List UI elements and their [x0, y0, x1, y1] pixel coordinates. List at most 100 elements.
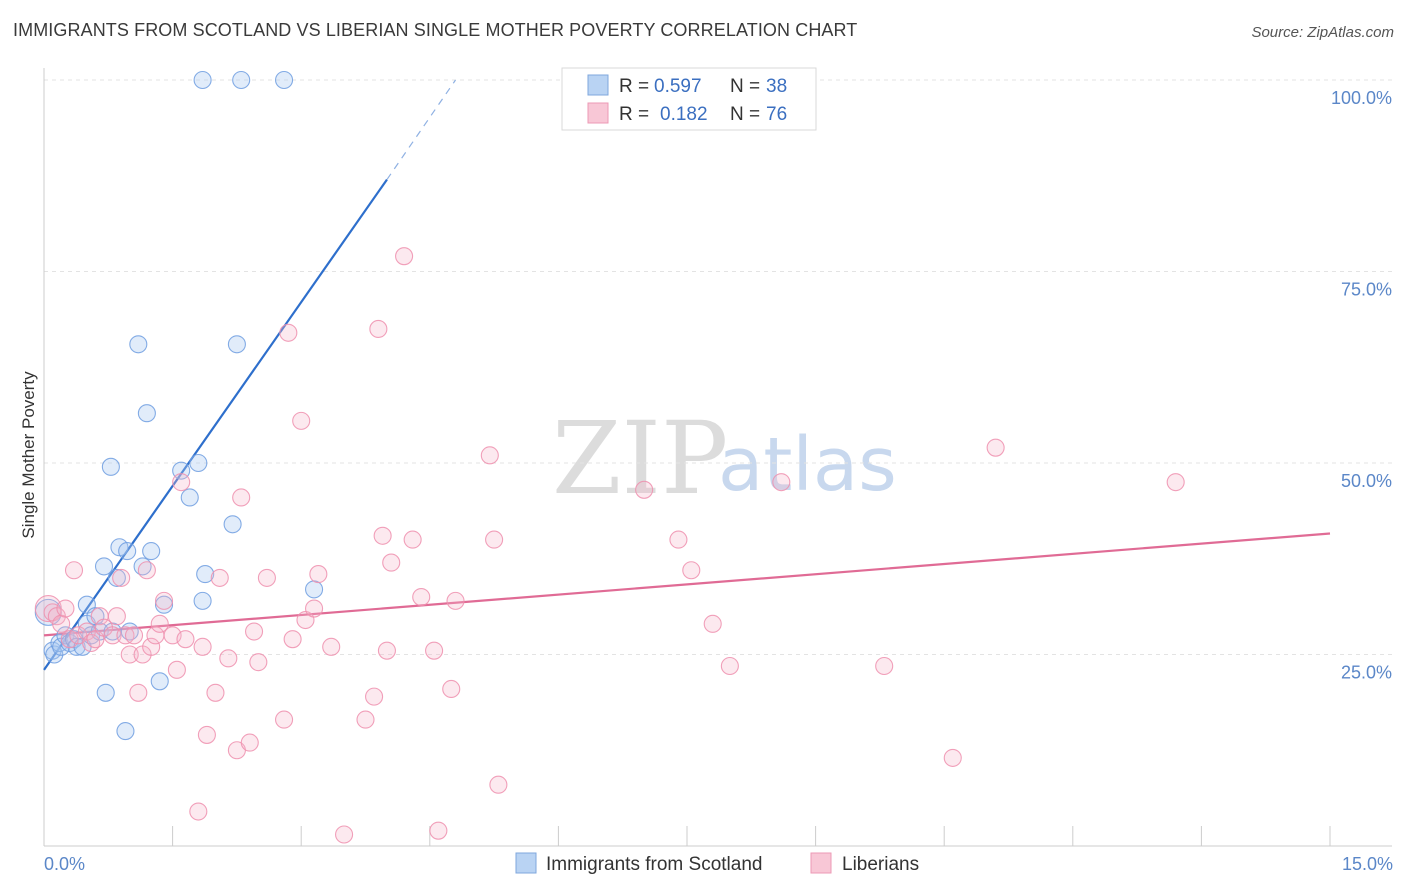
scotland-point: [129, 335, 148, 354]
series-legend: Immigrants from Scotland Liberians: [515, 852, 919, 875]
liberians-point: [669, 530, 688, 549]
watermark-atlas: atlas: [718, 422, 897, 508]
scotland-point: [118, 542, 137, 561]
liberians-point: [489, 775, 508, 794]
liberians-point: [322, 637, 341, 656]
liberians-point: [124, 626, 144, 645]
watermark-zip: ZIP: [552, 400, 728, 517]
liberians-point: [172, 473, 191, 492]
liberians-point: [635, 480, 654, 499]
liberians-point: [193, 637, 212, 656]
tick-labels: 25.0% 50.0% 75.0% 100.0% 0.0% 15.0%: [44, 88, 1393, 874]
liberians-point: [112, 568, 131, 587]
liberians-point: [197, 725, 216, 744]
liberians-point: [56, 599, 75, 618]
liberians-point: [395, 247, 414, 266]
scotland-point: [137, 404, 156, 423]
y-axis-label: Single Mother Poverty: [19, 371, 38, 539]
legend-swatch-liberians: [587, 102, 609, 124]
liberians-point: [720, 656, 739, 676]
liberians-point: [210, 568, 229, 587]
legend-r-value-2: 0.182: [660, 104, 708, 125]
legend-r-label-2: R =: [619, 104, 649, 125]
scotland-trend-extension: [386, 79, 457, 180]
legend-n-value-2: 76: [766, 104, 787, 125]
chart-title: IMMIGRANTS FROM SCOTLAND VS LIBERIAN SIN…: [13, 20, 858, 40]
scotland-point: [232, 70, 251, 90]
liberians-point: [373, 526, 392, 545]
scotland-point: [305, 580, 324, 599]
liberians-point: [986, 438, 1005, 457]
liberians-point: [446, 591, 465, 610]
liberians-point: [682, 561, 701, 580]
liberians-point: [219, 649, 238, 668]
scotland-point: [189, 453, 208, 473]
liberians-point: [403, 530, 422, 549]
scotland-point: [116, 722, 135, 741]
liberians-point: [335, 825, 354, 844]
scotland-trend-line: [43, 178, 388, 671]
scotland-point: [67, 637, 86, 656]
liberians-point: [485, 530, 504, 549]
bottom-legend-liberians: Liberians: [842, 854, 919, 875]
scotland-point: [227, 335, 246, 354]
liberians-point: [412, 587, 431, 607]
liberians-point: [875, 656, 894, 676]
scotland-point: [193, 591, 212, 610]
liberians-point: [150, 614, 169, 633]
liberians-point: [1166, 473, 1185, 492]
liberians-point: [292, 411, 311, 430]
legend-n-label-2: N =: [730, 104, 760, 125]
y-tick-label-75: 75.0%: [1341, 280, 1392, 300]
liberians-point: [305, 599, 324, 618]
source-credit: Source: ZipAtlas.com: [1251, 24, 1394, 41]
liberians-point: [703, 614, 722, 633]
legend-n-label-1: N =: [730, 76, 760, 97]
scotland-point: [196, 565, 215, 584]
legend-r-label-1: R =: [619, 76, 649, 97]
scotland-point: [94, 557, 114, 576]
liberians-point: [275, 710, 294, 729]
liberians-point: [232, 488, 251, 507]
liberians-point: [309, 565, 328, 584]
liberians-point: [240, 733, 259, 752]
liberians-point: [120, 645, 139, 664]
liberians-point: [480, 446, 499, 465]
bottom-legend-scotland: Immigrants from Scotland: [546, 854, 762, 875]
correlation-legend: R = 0.597 N = 38 R = 0.182 N = 76: [561, 67, 817, 131]
bottom-swatch-scotland: [515, 852, 537, 874]
liberians-point: [943, 748, 962, 767]
y-tick-label-25: 25.0%: [1341, 663, 1392, 683]
trend-lines: [43, 79, 1331, 671]
liberians-point: [429, 821, 448, 840]
scotland-point: [180, 488, 199, 507]
liberians-point: [167, 660, 186, 679]
liberians-point: [154, 591, 174, 610]
scotland-point: [96, 683, 115, 702]
liberians-point: [176, 630, 195, 649]
liberians-point: [137, 561, 156, 580]
liberians-point: [425, 641, 444, 660]
liberians-trend-line: [43, 532, 1331, 637]
bottom-swatch-liberians: [810, 852, 832, 874]
liberians-point: [283, 630, 302, 649]
scotland-point: [107, 568, 126, 587]
y-tick-label-50: 50.0%: [1341, 471, 1392, 491]
scotland-point: [223, 515, 242, 534]
liberians-point: [142, 637, 161, 656]
liberians-point: [52, 614, 71, 633]
liberians-point: [244, 622, 264, 641]
legend-swatch-scotland: [587, 74, 609, 96]
liberians-point: [206, 683, 225, 702]
scotland-point: [154, 595, 174, 614]
liberians-point: [772, 473, 791, 492]
liberians-point: [189, 802, 208, 821]
y-tick-label-100: 100.0%: [1331, 88, 1392, 108]
liberians-point: [129, 683, 148, 702]
liberians-point: [356, 710, 375, 729]
liberians-point: [249, 653, 268, 672]
liberians-point: [377, 641, 396, 660]
data-points: [34, 70, 1185, 844]
x-tick-label-max: 15.0%: [1342, 854, 1393, 874]
